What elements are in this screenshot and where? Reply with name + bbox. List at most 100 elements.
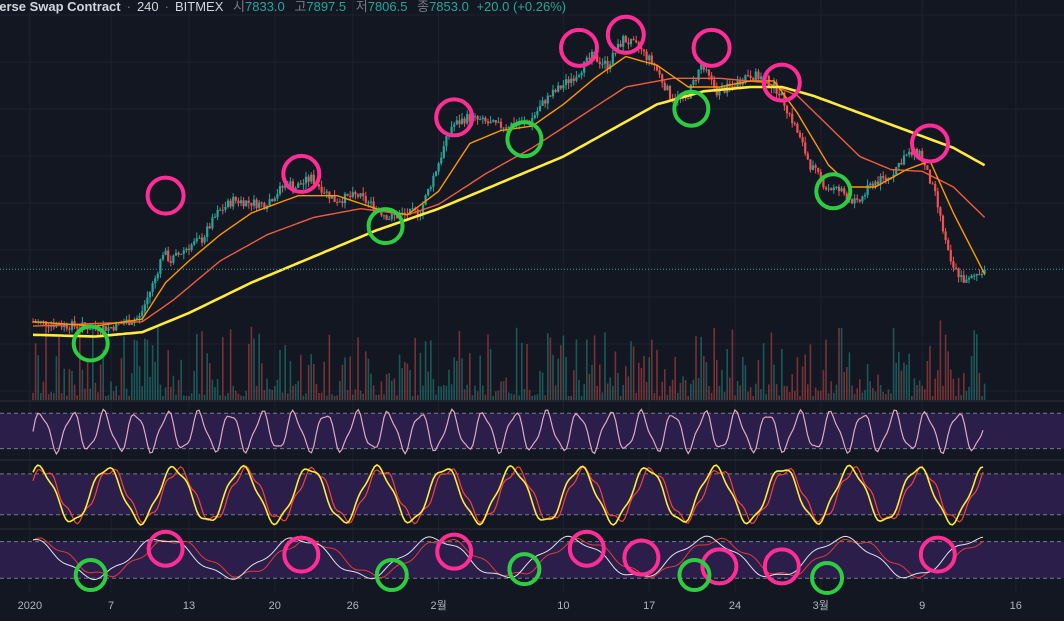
candle-body <box>416 209 419 216</box>
candle-body <box>588 57 591 60</box>
close-label: 종 <box>417 0 430 14</box>
volume-bar <box>513 394 515 400</box>
candle-body <box>107 327 110 331</box>
volume-bar <box>409 370 411 400</box>
volume-bar <box>690 383 692 400</box>
volume-bar <box>357 337 359 400</box>
candle-body <box>814 165 817 168</box>
volume-bar <box>177 380 180 400</box>
candle-body <box>369 201 373 203</box>
candle-body <box>408 208 412 215</box>
volume-bar <box>661 381 663 400</box>
candle-body <box>289 181 292 187</box>
volume-bar <box>253 338 255 400</box>
candle-body <box>801 137 804 143</box>
candle-body <box>978 274 981 276</box>
candle-body <box>705 69 708 71</box>
volume-bar <box>601 392 604 400</box>
symbol-name[interactable]: verse Swap Contract <box>0 0 121 14</box>
volume-bar <box>505 377 507 400</box>
candle-body <box>694 80 698 82</box>
volume-bar <box>500 381 502 400</box>
volume-bar <box>575 339 578 400</box>
volume-bar <box>799 395 801 400</box>
bottom-marker-circle <box>366 207 405 246</box>
candle-body <box>749 75 752 78</box>
candle-body <box>541 100 544 106</box>
volume-bar <box>427 371 429 400</box>
volume-bar <box>118 395 120 400</box>
x-tick-label: 10 <box>557 600 569 612</box>
candle-body <box>861 196 864 202</box>
volume-bar <box>541 372 544 400</box>
candle-body <box>346 193 349 196</box>
candle-body <box>76 326 79 329</box>
volume-bar <box>697 378 700 400</box>
volume-bar <box>916 385 918 400</box>
candle-body <box>559 85 562 89</box>
interval[interactable]: 240 <box>136 0 159 14</box>
volume-bar <box>885 394 887 400</box>
third-d-line <box>32 537 984 579</box>
candle-body <box>661 74 664 83</box>
volume-bar <box>911 395 913 400</box>
candle-body <box>806 153 809 160</box>
candle-body <box>104 326 107 331</box>
candle-body <box>362 193 365 197</box>
volume-bar <box>162 395 164 400</box>
candle-body <box>271 199 274 202</box>
candle-body <box>268 199 271 207</box>
candle-body <box>330 196 334 199</box>
candle-body <box>908 151 911 155</box>
volume-bar <box>567 395 570 400</box>
candle-body <box>367 202 370 204</box>
stoch-k-line <box>32 464 984 526</box>
candle-body <box>336 201 339 203</box>
volume-bar <box>708 386 710 400</box>
top-marker-circle <box>691 27 732 68</box>
candle-body <box>385 215 388 220</box>
annotation-circles <box>71 14 957 595</box>
volume-bar <box>141 385 143 400</box>
volume-bar <box>534 394 536 400</box>
osc-top-marker-circle <box>622 538 661 577</box>
volume-bar <box>586 339 588 400</box>
candle-body <box>557 85 560 92</box>
candle-body <box>200 237 204 243</box>
volume-bar <box>476 391 479 400</box>
volume-bar <box>934 378 936 400</box>
oscillator-band <box>0 413 1064 449</box>
volume-bar <box>619 395 622 400</box>
volume-bar <box>245 390 247 400</box>
candle-body <box>260 202 263 204</box>
volume-bar <box>388 372 390 400</box>
volume-bar <box>510 393 513 400</box>
osc-top-marker-circle <box>762 547 801 586</box>
candle-body <box>388 219 391 221</box>
candle-body <box>830 188 833 191</box>
candle-body <box>219 209 222 211</box>
volume-bar <box>497 390 500 400</box>
volume-bar <box>950 369 952 400</box>
candle-body <box>453 124 456 127</box>
candle-body <box>736 80 739 88</box>
volume-bar <box>430 340 432 400</box>
candle-body <box>492 120 495 122</box>
osc-top-marker-circle <box>700 547 739 586</box>
volume-bar <box>235 390 237 400</box>
volume-bar <box>307 364 310 400</box>
volume-bar <box>50 391 52 400</box>
candle-body <box>60 325 63 328</box>
candle-body <box>411 208 414 210</box>
candle-body <box>216 209 219 217</box>
volume-bar <box>268 388 271 400</box>
volume-bar <box>372 385 375 400</box>
volume-bar <box>788 392 791 400</box>
volume-bar <box>263 390 266 400</box>
volume-bar <box>209 363 211 400</box>
candle-body <box>135 317 139 320</box>
volume-bar <box>437 385 440 400</box>
oscillator-panes[interactable] <box>0 400 1064 581</box>
candle-body <box>910 151 913 156</box>
